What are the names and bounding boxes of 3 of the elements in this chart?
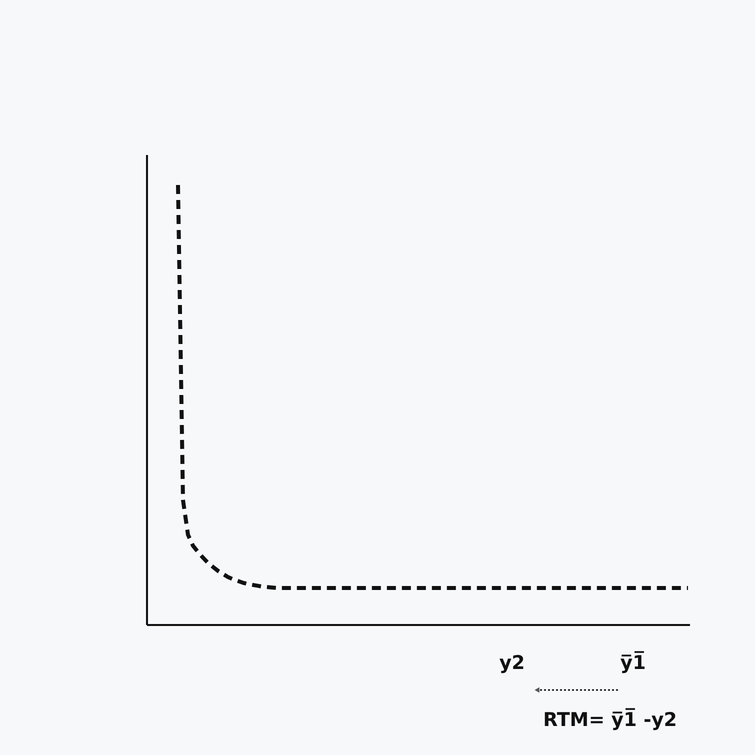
text: y̅1̅ (620, 650, 646, 674)
text: y2 (499, 652, 525, 674)
text: RTM= y̅1̅ -y2 (543, 708, 677, 731)
